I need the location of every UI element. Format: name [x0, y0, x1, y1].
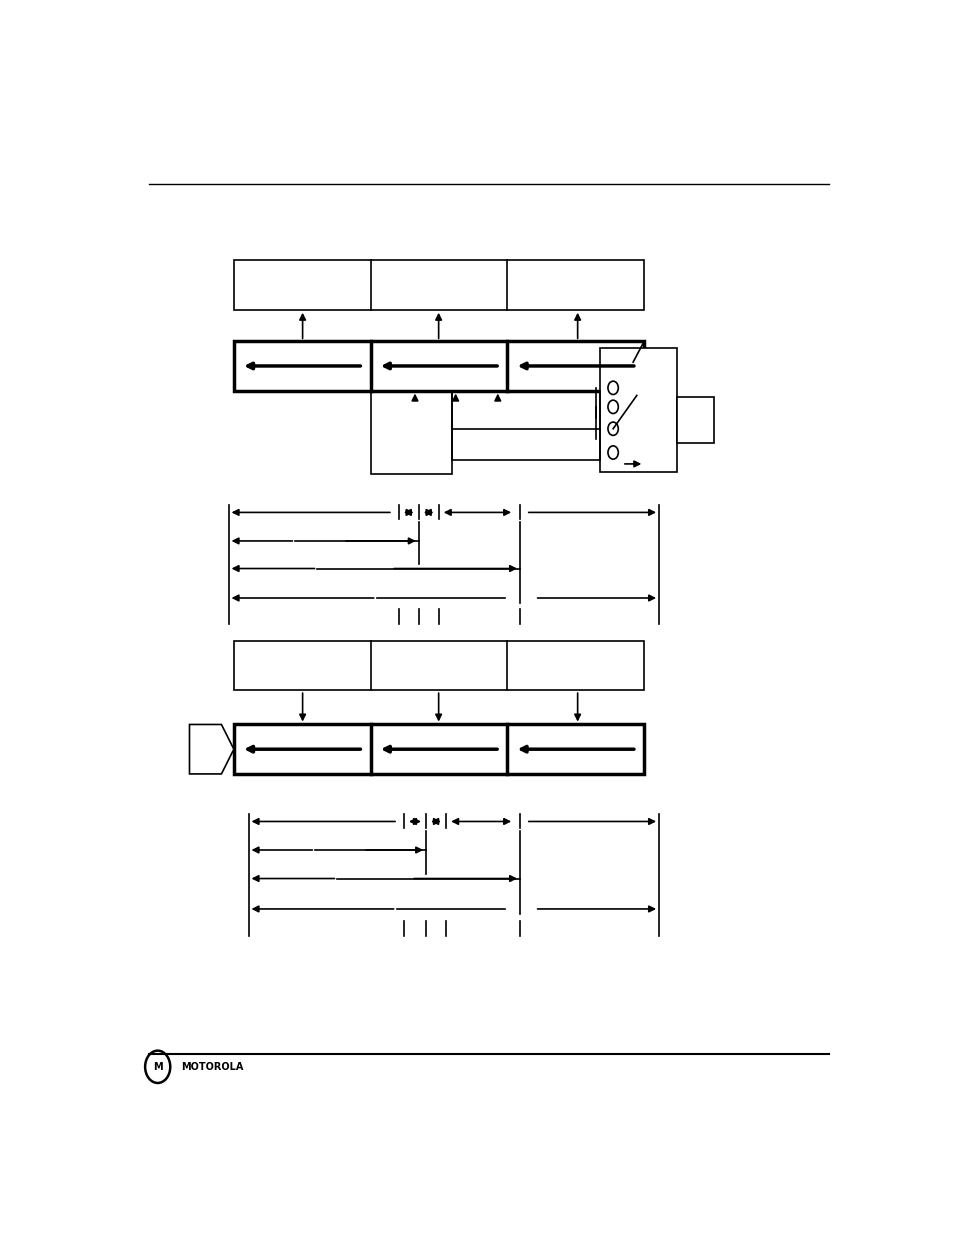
- Bar: [233, 341, 643, 390]
- Bar: [599, 348, 677, 472]
- Polygon shape: [190, 725, 233, 774]
- Bar: [452, 390, 599, 461]
- Bar: [233, 725, 643, 774]
- Bar: [233, 641, 643, 690]
- Text: MOTOROLA: MOTOROLA: [181, 1062, 243, 1072]
- Bar: [233, 261, 643, 310]
- Bar: [677, 398, 714, 443]
- Bar: [370, 390, 452, 474]
- Text: M: M: [152, 1062, 162, 1072]
